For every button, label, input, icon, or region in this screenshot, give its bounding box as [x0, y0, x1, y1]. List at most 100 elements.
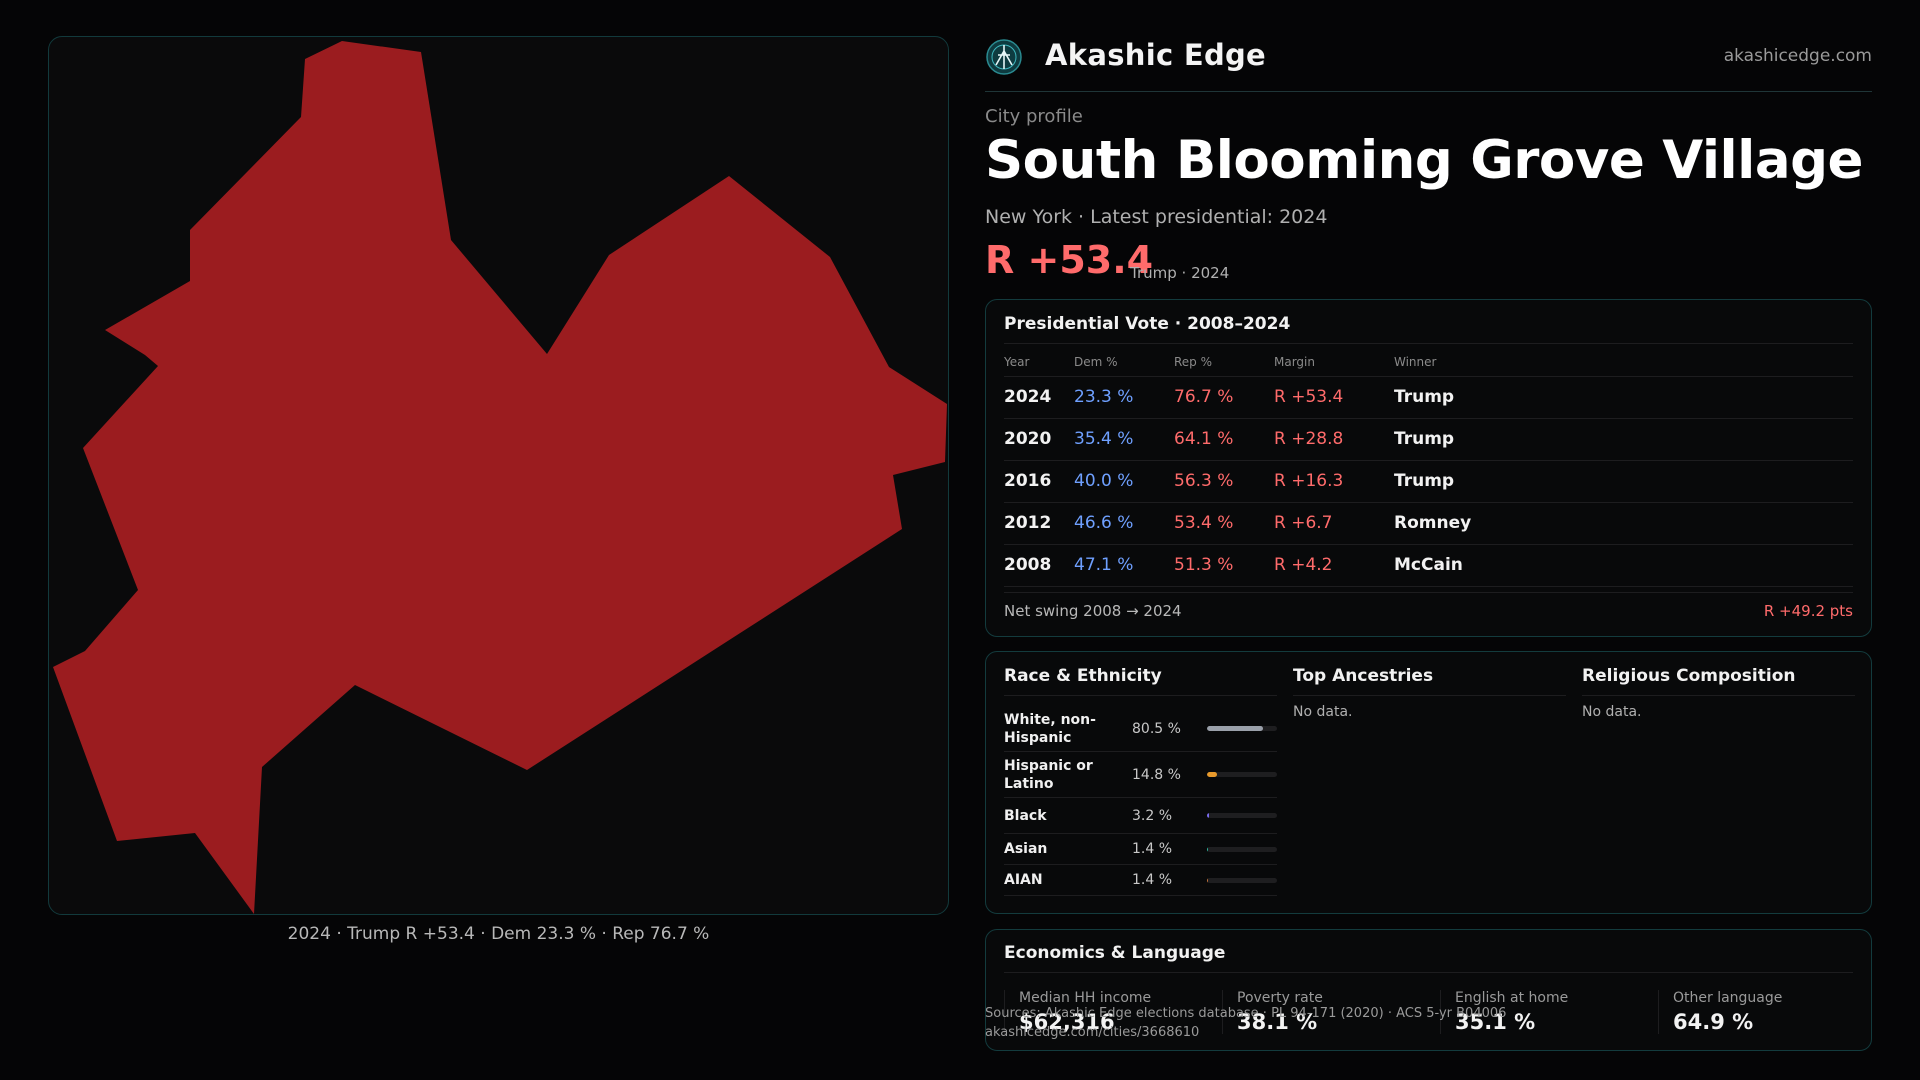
- cell-dem: 35.4 %: [1074, 418, 1174, 461]
- race-bar-fill: [1207, 813, 1210, 818]
- stat-english-at-home: English at home 35.1 %: [1440, 990, 1640, 1034]
- economics-title: Economics & Language: [1004, 943, 1226, 963]
- page-eyebrow: City profile: [985, 106, 1083, 127]
- race-percent: 1.4 %: [1132, 841, 1173, 857]
- cell-rep: 56.3 %: [1174, 460, 1274, 503]
- cell-year: 2016: [1004, 460, 1074, 503]
- race-ethnicity-list: White, non-Hispanic 80.5 % Hispanic or L…: [1004, 706, 1277, 896]
- list-item: AIAN 1.4 %: [1004, 865, 1277, 896]
- akashic-edge-logo-icon: [986, 39, 1022, 75]
- stat-label: English at home: [1455, 990, 1569, 1006]
- stat-label: Poverty rate: [1237, 990, 1323, 1006]
- brand-url-link[interactable]: akashicedge.com: [1723, 46, 1872, 66]
- cell-rep: 51.3 %: [1174, 544, 1274, 587]
- sources-footnote: Sources: Akashic Edge elections database…: [985, 1004, 1506, 1042]
- brand-name[interactable]: Akashic Edge: [1045, 38, 1267, 72]
- table-header-row: Year Dem % Rep % Margin Winner: [1004, 348, 1853, 377]
- religion-title: Religious Composition: [1582, 666, 1796, 686]
- divider: [1004, 972, 1853, 973]
- demographics-card: Race & Ethnicity White, non-Hispanic 80.…: [985, 651, 1872, 914]
- divider: [1004, 343, 1853, 344]
- stat-poverty-rate: Poverty rate 38.1 %: [1222, 990, 1422, 1034]
- divider: [1582, 695, 1855, 696]
- list-item: Black 3.2 %: [1004, 798, 1277, 834]
- cell-rep: 53.4 %: [1174, 502, 1274, 545]
- column-header-year: Year: [1004, 348, 1074, 377]
- table-row: 2012 46.6 % 53.4 % R +6.7 Romney: [1004, 502, 1853, 545]
- race-bar-fill: [1207, 772, 1218, 777]
- race-bar: [1207, 813, 1277, 818]
- cell-year: 2024: [1004, 376, 1074, 419]
- race-ethnicity-title: Race & Ethnicity: [1004, 666, 1162, 686]
- race-label: Hispanic or Latino: [1004, 757, 1093, 792]
- race-percent: 1.4 %: [1132, 872, 1173, 888]
- cell-winner: Trump: [1394, 460, 1853, 503]
- stat-label: Median HH income: [1019, 990, 1152, 1006]
- cell-margin: R +16.3: [1274, 460, 1394, 503]
- cell-margin: R +28.8: [1274, 418, 1394, 461]
- presidential-vote-table: Year Dem % Rep % Margin Winner 2024 23.3…: [1004, 348, 1853, 587]
- divider: [1004, 592, 1853, 593]
- cell-year: 2020: [1004, 418, 1074, 461]
- race-bar-fill: [1207, 726, 1264, 731]
- race-percent: 80.5 %: [1132, 720, 1181, 737]
- cell-year: 2012: [1004, 502, 1074, 545]
- cell-dem: 40.0 %: [1074, 460, 1174, 503]
- cell-margin: R +4.2: [1274, 544, 1394, 587]
- stat-other-language: Other language 64.9 %: [1658, 990, 1858, 1034]
- religion-empty-text: No data.: [1582, 704, 1642, 720]
- cell-winner: Trump: [1394, 418, 1853, 461]
- list-item: Hispanic or Latino 14.8 %: [1004, 752, 1277, 798]
- stat-value: 64.9 %: [1673, 1010, 1754, 1034]
- race-label: AIAN: [1004, 872, 1043, 888]
- race-label: Black: [1004, 807, 1047, 824]
- race-bar: [1207, 877, 1277, 883]
- city-boundary-shape[interactable]: [53, 41, 947, 914]
- table-row: 2020 35.4 % 64.1 % R +28.8 Trump: [1004, 418, 1853, 461]
- race-bar: [1207, 846, 1277, 852]
- divider: [1293, 695, 1566, 696]
- table-row: 2016 40.0 % 56.3 % R +16.3 Trump: [1004, 460, 1853, 503]
- ancestries-title: Top Ancestries: [1293, 666, 1434, 686]
- stat-label: Other language: [1673, 990, 1783, 1006]
- brand-header: Akashic Edge akashicedge.com: [985, 34, 1872, 92]
- net-swing-value: R +49.2 pts: [1763, 602, 1853, 620]
- list-item: White, non-Hispanic 80.5 %: [1004, 706, 1277, 752]
- race-bar-fill: [1207, 846, 1209, 852]
- stat-value: 35.1 %: [1455, 1010, 1536, 1034]
- race-bar-fill: [1207, 877, 1209, 883]
- cell-winner: McCain: [1394, 544, 1853, 587]
- map-panel: [48, 36, 949, 915]
- cell-year: 2008: [1004, 544, 1074, 587]
- race-label: Asian: [1004, 841, 1048, 857]
- cell-margin: R +6.7: [1274, 502, 1394, 545]
- cell-dem: 46.6 %: [1074, 502, 1174, 545]
- net-swing-label: Net swing 2008 → 2024: [1004, 602, 1182, 620]
- stat-median-income: Median HH income $62,316: [1004, 990, 1204, 1034]
- stat-value: $62,316: [1019, 1010, 1115, 1034]
- list-item: Asian 1.4 %: [1004, 834, 1277, 865]
- stat-value: 38.1 %: [1237, 1010, 1318, 1034]
- map-caption: 2024 · Trump R +53.4 · Dem 23.3 % · Rep …: [287, 924, 710, 944]
- presidential-vote-title: Presidential Vote · 2008–2024: [1004, 314, 1291, 334]
- presidential-vote-card: Presidential Vote · 2008–2024 Year Dem %…: [985, 299, 1872, 637]
- cell-rep: 76.7 %: [1174, 376, 1274, 419]
- column-header-winner: Winner: [1394, 348, 1853, 377]
- ancestries-empty-text: No data.: [1293, 704, 1353, 720]
- table-row: 2024 23.3 % 76.7 % R +53.4 Trump: [1004, 376, 1853, 419]
- city-boundary-map: [53, 41, 947, 914]
- divider: [1004, 695, 1277, 696]
- table-row: 2008 47.1 % 51.3 % R +4.2 McCain: [1004, 544, 1853, 587]
- race-percent: 3.2 %: [1132, 807, 1173, 824]
- column-header-dem: Dem %: [1074, 348, 1174, 377]
- source-url-link[interactable]: akashicedge.com/cities/3668610: [985, 1025, 1200, 1040]
- headline-margin: R +53.4: [985, 238, 1154, 282]
- page-title: South Blooming Grove Village: [985, 130, 1863, 191]
- headline-margin-note: Trump · 2024: [1130, 264, 1230, 282]
- race-label: White, non-Hispanic: [1004, 711, 1096, 746]
- cell-rep: 64.1 %: [1174, 418, 1274, 461]
- race-bar: [1207, 772, 1277, 777]
- cell-winner: Trump: [1394, 376, 1853, 419]
- cell-winner: Romney: [1394, 502, 1853, 545]
- sources-text: Sources: Akashic Edge elections database…: [985, 1006, 1507, 1021]
